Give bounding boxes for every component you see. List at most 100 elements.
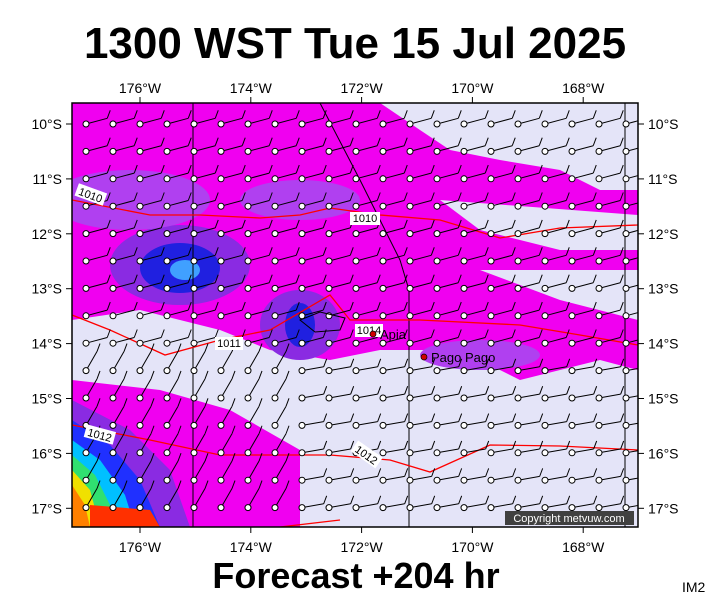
barb-flag [322,164,327,174]
barb-station [460,394,468,402]
barb-station [217,230,225,238]
barb-flag [322,247,327,256]
barb-flag [403,110,408,119]
barb-flag [430,110,435,119]
barb-staff [544,475,567,481]
barb-staff [301,366,324,372]
barb-station [325,339,333,347]
barb-staff [328,503,351,509]
barb-staff [220,227,243,235]
barb-station [595,284,603,292]
barb-staff [301,200,324,207]
barb-station [460,476,468,484]
barb-station [568,394,576,402]
barb-staff [220,254,243,262]
barb-station [460,230,468,238]
barb-staff [139,282,162,289]
barb-flag [295,137,300,146]
barb-staff [220,282,243,289]
barb-station [514,449,522,457]
barb-staff [409,366,432,372]
barb-staff [328,254,351,262]
barb-staff [490,503,513,509]
barb-station [325,202,333,210]
barb-flag [458,386,463,395]
barb-flag [592,164,597,174]
barb-staff [436,227,459,235]
barb-flag [619,301,624,311]
barb-station [190,175,198,183]
barb-staff [382,421,405,426]
barb-flag [295,329,300,338]
lat-label: 16°S [31,445,62,461]
barb-flag [404,468,409,477]
barb-staff [490,337,513,344]
barb-station [541,367,549,375]
barb-station [136,449,144,457]
barb-staff [274,309,297,317]
barb-station [217,120,225,128]
barb-staff [409,200,432,207]
barb-flag [349,192,354,201]
barb-station [406,367,414,375]
barb-flag [647,138,650,146]
lat-label: 10°S [31,116,62,132]
lat-label: 13°S [648,281,679,297]
barb-staff [355,475,378,481]
lon-label: 174°W [230,80,273,96]
barb-flag [458,440,463,450]
barb-station [622,230,630,238]
barb-flag [323,386,328,395]
barb-station [352,175,360,183]
lat-label: 16°S [648,445,679,461]
barb-staff [517,503,540,509]
barb-station [352,504,360,512]
barb-station [460,120,468,128]
barb-staff [598,475,621,481]
barb-station [406,147,414,155]
barb-staff [436,254,459,262]
barb-staff [328,282,351,289]
barb-station [460,367,468,375]
barb-flag [538,301,543,311]
barb-staff [625,450,638,454]
barb-station [109,504,117,512]
barb-station [109,394,117,402]
barb-flag [377,386,382,395]
barb-station [595,147,603,155]
barb-staff [463,475,486,481]
barb-station [298,339,306,347]
barb-station [595,367,603,375]
barb-staff [247,378,260,399]
barb-staff [166,351,179,371]
barb-station [217,449,225,457]
barb-station [379,147,387,155]
barb-staff [382,503,405,509]
barb-staff [463,337,486,344]
barb-staff [571,421,594,426]
barb-station [406,394,414,402]
barb-station [379,230,387,238]
barb-flag [403,274,408,283]
barb-staff [463,282,486,289]
barb-staff [436,475,459,481]
barb-staff [463,393,486,399]
barb-flag [484,329,489,338]
barb-staff [463,503,486,509]
barb-staff [112,227,135,235]
barb-flag [619,219,624,229]
barb-station [109,339,117,347]
barb-flag [512,386,517,395]
barb-staff [328,145,351,152]
barb-station [244,476,252,484]
barb-station [595,230,603,238]
barb-flag [592,301,597,311]
barb-staff [517,421,540,426]
barb-station [109,449,117,457]
barb-station [190,284,198,292]
barb-flag [511,301,516,311]
barb-station [271,394,279,402]
barb-staff [247,351,260,371]
barb-staff [382,366,405,372]
barb-flag [511,329,516,338]
